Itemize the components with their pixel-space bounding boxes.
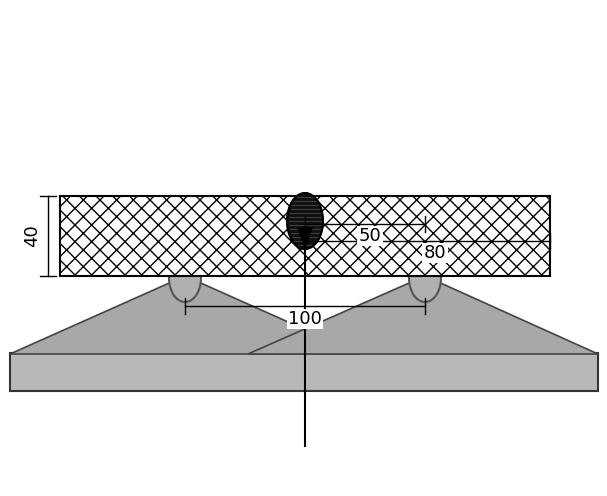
Polygon shape: [248, 276, 598, 354]
FancyArrow shape: [298, 228, 312, 248]
Text: 100: 100: [288, 310, 322, 328]
Ellipse shape: [287, 193, 323, 249]
Text: 50: 50: [359, 227, 381, 245]
Ellipse shape: [169, 254, 201, 302]
Bar: [60, 196, 550, 276]
Text: 40: 40: [23, 225, 41, 248]
Ellipse shape: [409, 254, 441, 302]
Text: 80: 80: [424, 244, 446, 262]
Bar: [10, 353, 598, 391]
Polygon shape: [10, 276, 360, 354]
